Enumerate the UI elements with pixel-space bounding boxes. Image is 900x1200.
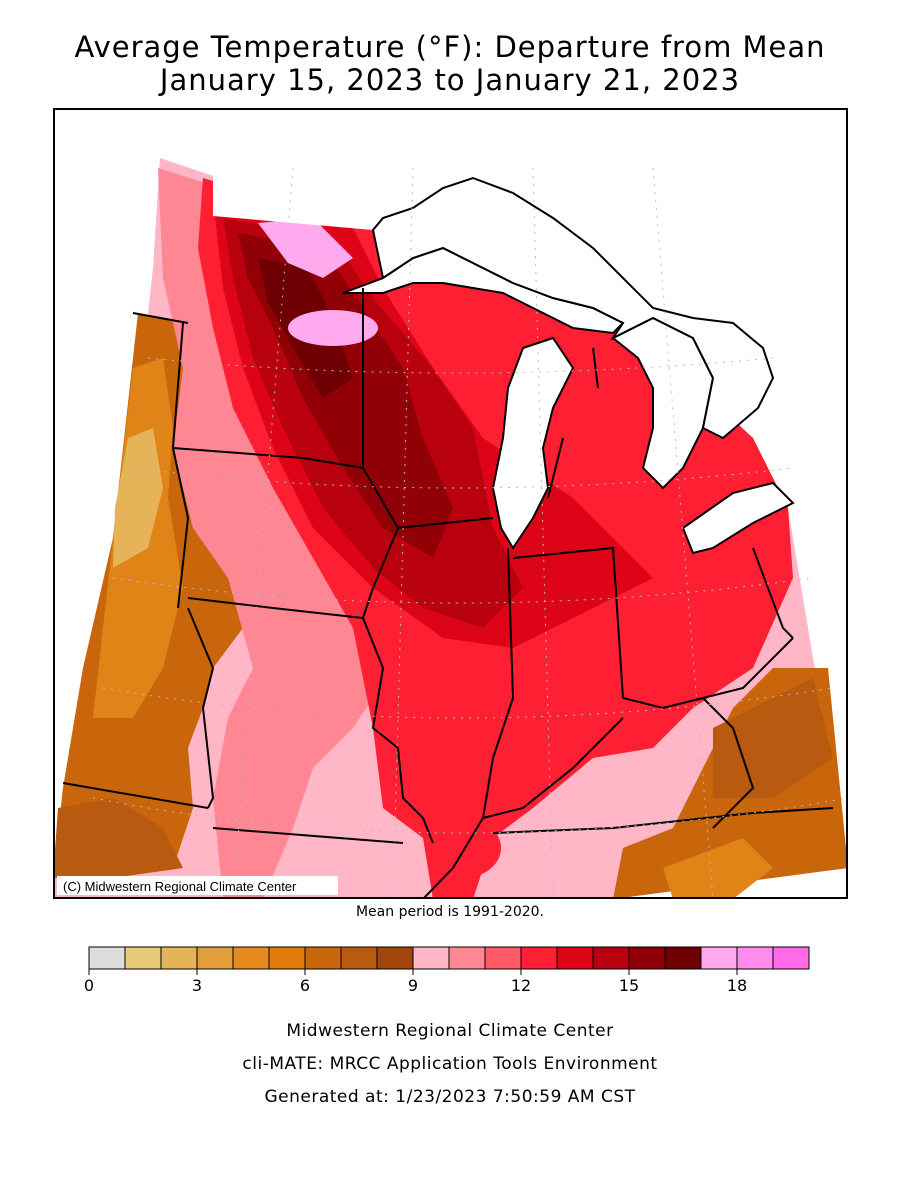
footer-org: Midwestern Regional Climate Center [286, 1021, 614, 1041]
legend-swatch [484, 946, 522, 970]
legend-swatch [88, 946, 126, 970]
legend-tick-label: 6 [299, 976, 311, 995]
lake-michigan [491, 336, 575, 550]
legend-swatch [448, 946, 486, 970]
temperature-departure-map: (C) Midwestern Regional Climate Center [53, 108, 848, 899]
legend-swatch [736, 946, 774, 970]
map-date-range: January 15, 2023 to January 21, 2023 [159, 63, 741, 97]
legend-swatch [304, 946, 342, 970]
legend-swatch [628, 946, 666, 970]
legend-tick-label: 18 [726, 976, 748, 995]
legend-swatch [376, 946, 414, 970]
legend-tick-label: 0 [83, 976, 95, 995]
legend-swatch [160, 946, 198, 970]
legend-swatch [556, 946, 594, 970]
lake-erie [681, 481, 795, 555]
legend-swatch [124, 946, 162, 970]
map-title: Average Temperature (°F): Departure from… [74, 30, 826, 64]
graticule [92, 167, 848, 899]
copyright-label: (C) Midwestern Regional Climate Center [63, 879, 297, 894]
legend-swatch [232, 946, 270, 970]
legend-tick-label: 9 [407, 976, 419, 995]
legend-tick-label: 15 [618, 976, 640, 995]
legend-swatch [412, 946, 450, 970]
legend-swatch [664, 946, 702, 970]
legend-swatch [268, 946, 306, 970]
legend-swatch [196, 946, 234, 970]
legend-tick-label: 3 [191, 976, 203, 995]
footer-generated: Generated at: 1/23/2023 7:50:59 AM CST [264, 1087, 636, 1107]
canada-region [371, 176, 775, 440]
legend-swatch [592, 946, 630, 970]
footer-app: cli-MATE: MRCC Application Tools Environ… [242, 1054, 658, 1074]
state-boundaries [62, 288, 834, 899]
legend-swatch [772, 946, 810, 970]
legend-swatch [520, 946, 558, 970]
legend-tick-label: 12 [510, 976, 532, 995]
mean-period-note: Mean period is 1991-2020. [355, 904, 545, 920]
legend-swatch [340, 946, 378, 970]
legend-swatch [700, 946, 738, 970]
